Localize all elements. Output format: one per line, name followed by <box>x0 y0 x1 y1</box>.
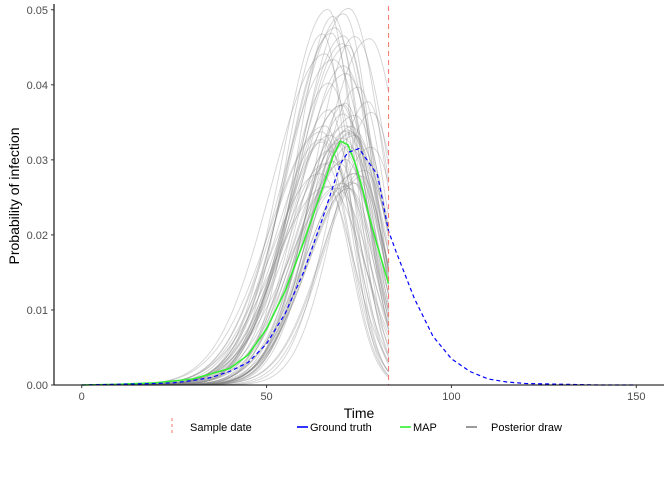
map-line-group <box>81 140 390 386</box>
posterior-draw-line <box>81 173 389 386</box>
ground-truth-line-group <box>81 147 637 386</box>
posterior-draw-line <box>81 173 390 386</box>
y-tick-label: 0.02 <box>27 230 48 242</box>
x-tick-label: 0 <box>79 391 85 403</box>
y-tick-label: 0.01 <box>27 305 48 317</box>
legend-label: MAP <box>413 422 437 434</box>
x-tick-label: 100 <box>442 391 460 403</box>
posterior-draw-line <box>81 36 390 386</box>
x-axis-title: Time <box>344 405 375 421</box>
legend: Sample date Ground truth MAP Posterior draw <box>171 418 562 436</box>
y-axis-title: Probability of infection <box>6 128 22 265</box>
legend-label: Posterior draw <box>491 422 562 434</box>
axes: 0 50 100 150 0.00 0.01 0.02 0.03 0.04 0.05 <box>27 4 664 403</box>
x-tick-label: 50 <box>260 391 272 403</box>
y-tick-label: 0.05 <box>27 5 48 17</box>
posterior-draws-group <box>81 7 390 386</box>
map-line <box>81 140 390 386</box>
posterior-draw-line <box>81 101 390 386</box>
legend-label: Sample date <box>190 422 252 434</box>
ground-truth-line <box>81 147 637 386</box>
y-tick-label: 0.03 <box>27 155 48 167</box>
legend-label: Ground truth <box>310 422 372 434</box>
posterior-draw-line <box>81 172 390 386</box>
y-tick-label: 0.00 <box>27 380 48 392</box>
posterior-draw-line <box>81 38 390 386</box>
x-tick-label: 150 <box>627 391 645 403</box>
y-tick-label: 0.04 <box>27 80 48 92</box>
